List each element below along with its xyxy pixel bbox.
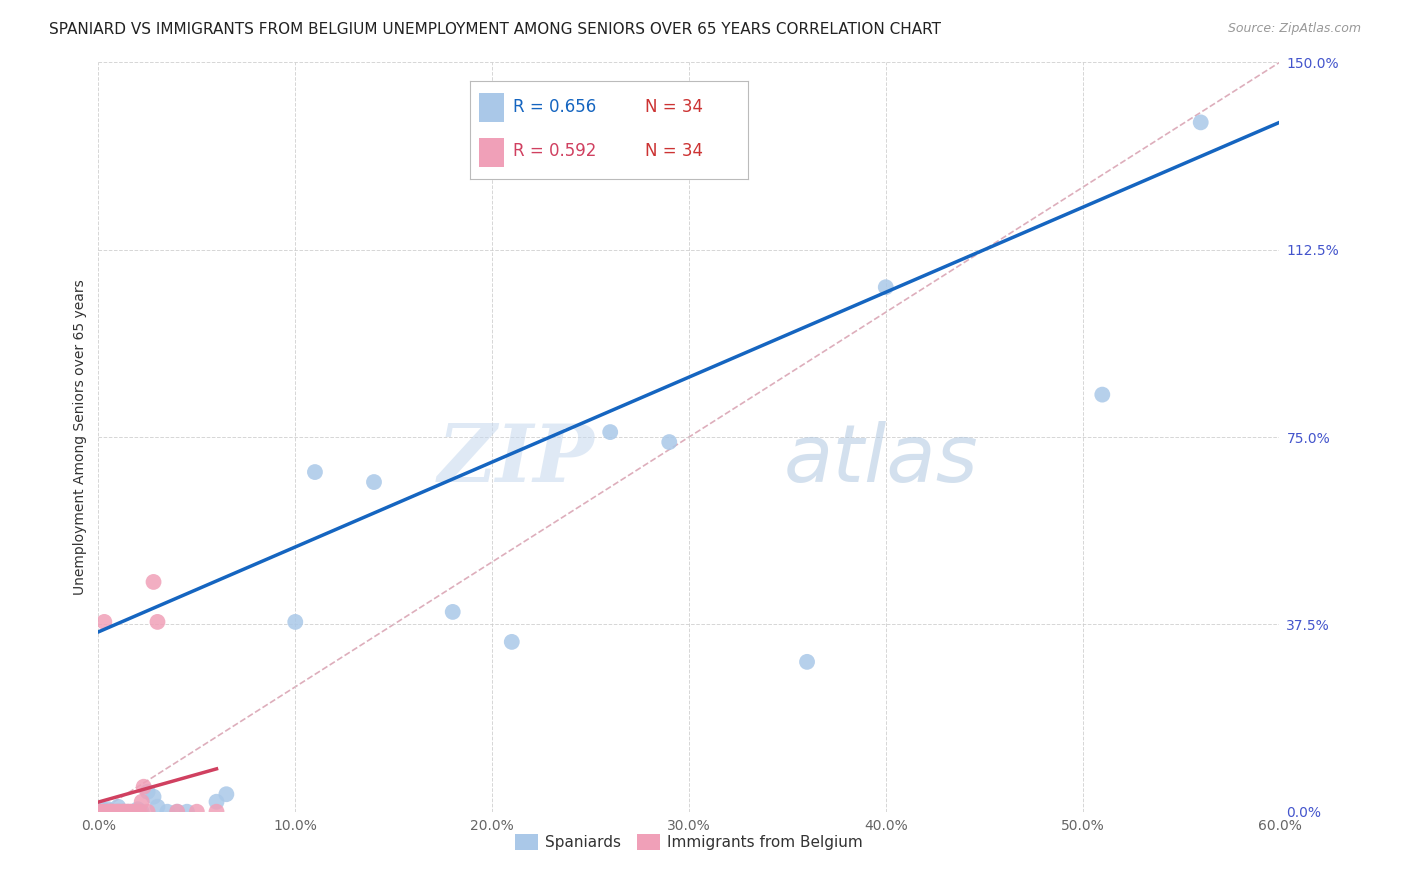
Point: [118, 805, 141, 819]
Point: [105, 805, 128, 819]
Point: [98, 805, 121, 819]
Point: [166, 805, 188, 819]
Point: [117, 805, 139, 819]
Point: [796, 655, 818, 669]
Point: [205, 805, 228, 819]
Y-axis label: Unemployment Among Seniors over 65 years: Unemployment Among Seniors over 65 years: [73, 279, 87, 595]
Point: [103, 805, 125, 819]
Point: [89, 805, 111, 819]
Point: [107, 805, 129, 819]
Point: [111, 805, 134, 819]
Point: [101, 805, 124, 819]
Point: [97, 805, 120, 819]
Point: [112, 805, 135, 819]
Point: [101, 805, 124, 819]
Point: [107, 805, 129, 819]
Point: [96, 805, 118, 819]
Point: [132, 780, 155, 794]
Point: [115, 805, 138, 819]
Point: [117, 805, 139, 819]
Point: [93, 805, 115, 819]
Point: [112, 805, 135, 819]
Point: [363, 475, 385, 489]
Point: [136, 805, 159, 819]
Point: [93, 615, 115, 629]
Point: [108, 805, 131, 819]
Point: [166, 805, 188, 819]
Point: [97, 802, 120, 816]
Point: [142, 574, 165, 589]
Point: [128, 805, 150, 819]
Point: [1091, 387, 1114, 401]
Point: [97, 805, 120, 819]
Point: [146, 615, 169, 629]
Point: [121, 805, 143, 819]
Text: Source: ZipAtlas.com: Source: ZipAtlas.com: [1227, 22, 1361, 36]
Point: [97, 805, 120, 819]
Text: atlas: atlas: [783, 420, 979, 499]
Point: [125, 805, 148, 819]
Point: [91, 805, 114, 819]
Legend: Spaniards, Immigrants from Belgium: Spaniards, Immigrants from Belgium: [509, 829, 869, 856]
Point: [441, 605, 464, 619]
Point: [215, 787, 238, 801]
Point: [131, 795, 153, 809]
Point: [1189, 115, 1212, 129]
Point: [304, 465, 326, 479]
Point: [284, 615, 307, 629]
Point: [91, 802, 114, 816]
Text: ZIP: ZIP: [437, 421, 595, 499]
Point: [501, 635, 523, 649]
Point: [146, 799, 169, 814]
Point: [108, 805, 131, 819]
Point: [101, 805, 124, 819]
Text: SPANIARD VS IMMIGRANTS FROM BELGIUM UNEMPLOYMENT AMONG SENIORS OVER 65 YEARS COR: SPANIARD VS IMMIGRANTS FROM BELGIUM UNEM…: [49, 22, 941, 37]
Point: [121, 805, 143, 819]
Point: [105, 805, 128, 819]
Point: [107, 799, 129, 814]
Point: [127, 805, 149, 819]
Point: [98, 805, 121, 819]
Point: [131, 805, 153, 819]
Point: [89, 805, 111, 819]
Point: [875, 280, 897, 294]
Point: [136, 785, 159, 799]
Point: [176, 805, 198, 819]
Point: [186, 805, 208, 819]
Point: [122, 805, 145, 819]
Point: [658, 435, 681, 450]
Point: [112, 805, 135, 819]
Point: [127, 802, 149, 816]
Point: [156, 805, 179, 819]
Point: [599, 425, 621, 439]
Point: [93, 805, 115, 819]
Point: [103, 805, 125, 819]
Point: [205, 795, 228, 809]
Point: [142, 789, 165, 804]
